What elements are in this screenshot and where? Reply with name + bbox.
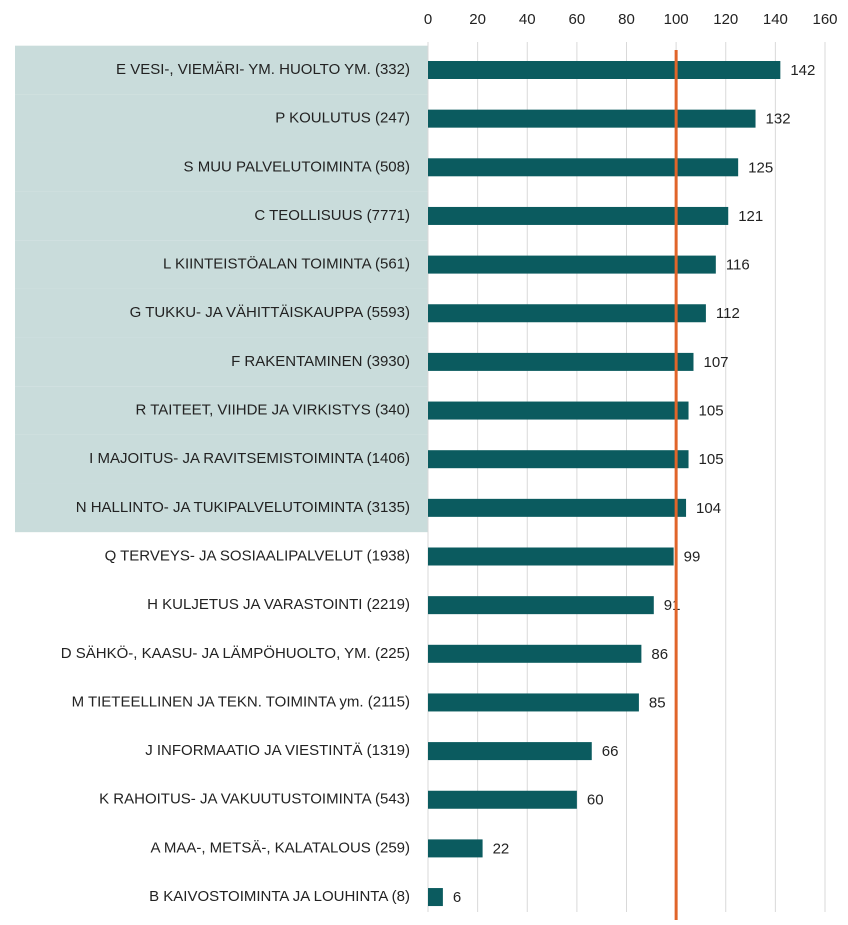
y-tick-label: S MUU PALVELUTOIMINTA (508) <box>184 158 410 175</box>
bar <box>428 255 716 274</box>
y-tick-label: D SÄHKÖ-, KAASU- JA LÄMPÖHUOLTO, YM. (22… <box>61 644 410 662</box>
value-label: 22 <box>493 840 510 857</box>
bar <box>428 547 674 566</box>
x-tick-label: 20 <box>469 11 486 28</box>
y-tick-label: I MAJOITUS- JA RAVITSEMISTOIMINTA (1406) <box>89 450 410 467</box>
bar <box>428 61 781 79</box>
value-label: 116 <box>726 257 750 274</box>
highlight-row <box>15 288 428 338</box>
bar <box>428 498 687 517</box>
y-tick-label: C TEOLLISUUS (7771) <box>254 207 410 224</box>
x-tick-label: 140 <box>763 11 788 28</box>
value-label: 86 <box>651 646 668 663</box>
x-tick-label: 40 <box>519 11 536 28</box>
bar <box>428 888 443 907</box>
value-label: 105 <box>699 451 724 468</box>
value-label: 132 <box>766 111 791 128</box>
highlight-row <box>15 94 428 143</box>
y-tick-label: J INFORMAATIO JA VIESTINTÄ (1319) <box>145 742 410 759</box>
y-tick-label: Q TERVEYS- JA SOSIAALIPALVELUT (1938) <box>105 547 410 564</box>
value-label: 60 <box>587 792 604 809</box>
highlight-row <box>15 191 428 241</box>
value-label: 142 <box>790 62 815 79</box>
y-tick-label: P KOULUTUS (247) <box>275 110 410 127</box>
bar <box>428 352 694 371</box>
value-label: 105 <box>699 403 724 420</box>
bar <box>428 644 642 663</box>
bar <box>428 109 756 128</box>
bar <box>428 158 739 177</box>
highlight-row <box>15 386 428 435</box>
highlight-row <box>15 337 428 387</box>
value-label: 91 <box>664 597 681 614</box>
y-tick-label: L KIINTEISTÖALAN TOIMINTA (561) <box>163 255 410 273</box>
highlight-row <box>15 240 428 289</box>
y-tick-label: E VESI-, VIEMÄRI- YM. HUOLTO YM. (332) <box>116 61 410 78</box>
y-tick-label: K RAHOITUS- JA VAKUUTUSTOIMINTA (543) <box>99 791 410 808</box>
x-tick-label: 60 <box>569 11 586 28</box>
bar <box>428 401 689 420</box>
bar <box>428 839 483 858</box>
bar <box>428 450 689 469</box>
y-tick-label: A MAA-, METSÄ-, KALATALOUS (259) <box>150 839 410 856</box>
x-tick-label: 100 <box>664 11 689 28</box>
x-tick-label: 160 <box>812 11 837 28</box>
y-tick-label: M TIETEELLINEN JA TEKN. TOIMINTA ym. (21… <box>72 693 410 710</box>
highlight-row <box>15 483 428 533</box>
bar <box>428 742 592 761</box>
y-tick-label: G TUKKU- JA VÄHITTÄISKAUPPA (5593) <box>130 304 410 321</box>
bar <box>428 790 577 809</box>
bar <box>428 206 729 225</box>
y-tick-label: R TAITEET, VIIHDE JA VIRKISTYS (340) <box>135 402 410 419</box>
y-tick-label: H KULJETUS JA VARASTOINTI (2219) <box>147 596 410 613</box>
highlight-row <box>15 45 428 95</box>
bar <box>428 304 706 323</box>
value-label: 125 <box>748 159 773 176</box>
value-label: 66 <box>602 743 619 760</box>
y-tick-label: B KAIVOSTOIMINTA JA LOUHINTA (8) <box>149 888 410 905</box>
highlight-row <box>15 434 428 484</box>
value-label: 6 <box>453 889 461 906</box>
x-tick-label: 0 <box>424 11 432 28</box>
y-tick-label: F RAKENTAMINEN (3930) <box>231 353 410 370</box>
value-label: 121 <box>738 208 763 225</box>
x-tick-label: 80 <box>618 11 635 28</box>
value-label: 107 <box>703 354 728 371</box>
x-tick-label: 120 <box>713 11 738 28</box>
value-label: 99 <box>684 548 701 565</box>
value-label: 104 <box>696 500 721 517</box>
value-label: 112 <box>716 305 740 322</box>
value-label: 85 <box>649 694 666 711</box>
highlight-row <box>15 142 428 192</box>
y-tick-label: N HALLINTO- JA TUKIPALVELUTOIMINTA (3135… <box>76 499 410 516</box>
bar <box>428 596 654 615</box>
bar <box>428 693 639 712</box>
